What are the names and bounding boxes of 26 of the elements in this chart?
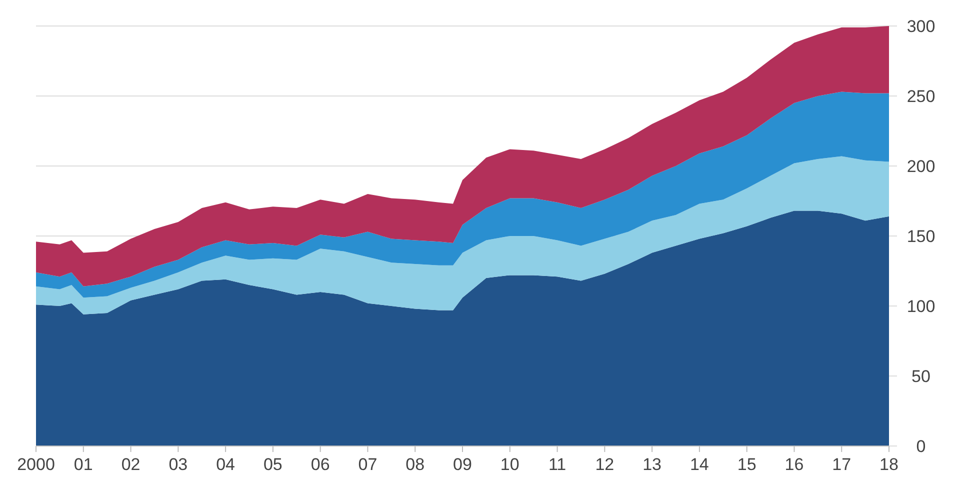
y-tick-label: 300 — [906, 17, 936, 36]
x-tick-label: 12 — [595, 455, 614, 474]
x-tick-label: 14 — [690, 455, 709, 474]
x-tick-label: 2000 — [17, 455, 55, 474]
x-tick-label: 06 — [310, 455, 330, 474]
x-tick-label: 04 — [216, 455, 236, 474]
y-tick-label: 150 — [906, 227, 936, 246]
x-tick-label: 01 — [74, 455, 93, 474]
x-tick-label: 16 — [784, 455, 804, 474]
y-tick-label: 250 — [906, 87, 936, 106]
y-tick-label: 50 — [912, 367, 930, 386]
x-tick-label: 05 — [263, 455, 282, 474]
y-tick-label: 200 — [906, 157, 936, 176]
x-tick-label: 07 — [358, 455, 378, 474]
x-tick-label: 02 — [121, 455, 140, 474]
y-tick-label: 0 — [916, 437, 926, 456]
x-tick-label: 18 — [880, 455, 898, 474]
x-tick-label: 03 — [168, 455, 188, 474]
x-tick-label: 15 — [737, 455, 756, 474]
x-tick-label: 17 — [832, 455, 852, 474]
x-tick-label: 11 — [548, 455, 566, 474]
x-tick-label: 08 — [406, 455, 425, 474]
x-tick-label: 13 — [642, 455, 662, 474]
y-tick-label: 100 — [906, 297, 936, 316]
x-tick-label: 09 — [453, 455, 472, 474]
x-tick-label: 10 — [500, 455, 520, 474]
